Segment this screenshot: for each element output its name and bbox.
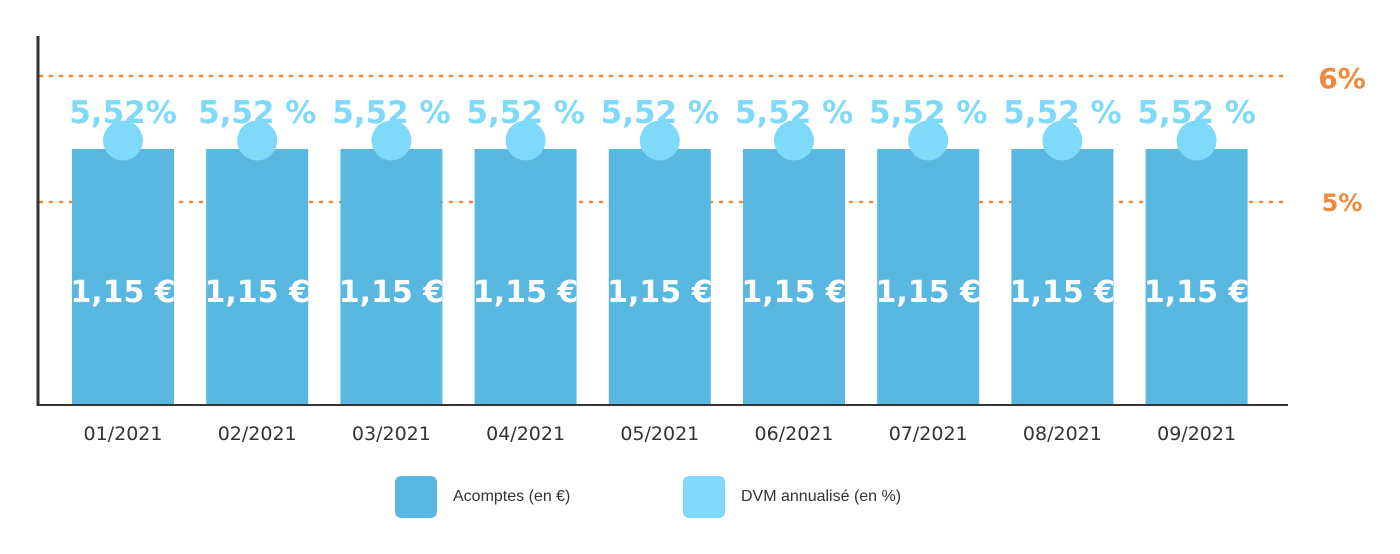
bar-value-label-5: 1,15 € <box>607 275 712 310</box>
legend-item-dvm[interactable]: DVM annualisé (en %) <box>683 475 901 519</box>
points-group <box>103 120 1217 161</box>
dvm-point-9 <box>1176 120 1217 161</box>
dvm-point-3 <box>371 120 412 161</box>
dvm-point-1 <box>103 120 143 161</box>
dvm-point-6 <box>774 120 814 161</box>
dvm-point-8 <box>1042 120 1083 161</box>
x-tick-label-8: 08/2021 <box>1023 423 1102 445</box>
bar-9 <box>1145 149 1248 404</box>
x-tick-label-3: 03/2021 <box>352 423 431 445</box>
bar-8 <box>1011 149 1114 404</box>
bar-1 <box>72 149 174 404</box>
x-tick-label-4: 04/2021 <box>486 423 565 445</box>
bar-3 <box>340 149 443 404</box>
bar-4 <box>474 149 577 404</box>
bar-2 <box>206 149 309 404</box>
reference-label-6pct: 6% <box>1318 62 1366 95</box>
bar-value-label-6: 1,15 € <box>741 275 846 310</box>
dvm-point-4 <box>505 120 546 161</box>
bar-7 <box>877 149 980 404</box>
dvm-point-7 <box>908 120 949 161</box>
bar-value-label-2: 1,15 € <box>205 275 310 310</box>
bar-chart: 6% 5% 5,52% 1,15 € 01/2021 5,52 % 1,15 € 02/20… <box>36 36 1366 445</box>
dvm-label-4: 5,52 % <box>466 95 584 131</box>
bar-value-label-8: 1,15 € <box>1010 275 1115 310</box>
x-tick-label-5: 05/2021 <box>620 423 699 445</box>
dvm-label-5: 5,52 % <box>601 95 719 131</box>
bar-value-label-1: 1,15 € <box>70 275 175 310</box>
legend-swatch-acomptes <box>395 476 437 518</box>
dvm-label-7: 5,52 % <box>869 95 987 131</box>
x-tick-label-6: 06/2021 <box>755 423 834 445</box>
dvm-point-2 <box>237 120 278 161</box>
bar-value-label-9: 1,15 € <box>1144 275 1249 310</box>
dvm-label-2: 5,52 % <box>198 95 316 131</box>
dvm-label-9: 5,52 % <box>1137 95 1255 131</box>
x-tick-label-1: 01/2021 <box>84 423 163 445</box>
bar-6 <box>743 149 845 404</box>
dvm-label-8: 5,52 % <box>1003 95 1121 131</box>
legend-item-acomptes[interactable]: Acomptes (en €) <box>395 475 570 519</box>
x-tick-label-7: 07/2021 <box>889 423 968 445</box>
dvm-label-6: 5,52 % <box>735 95 853 131</box>
labels-group: 5,52% 1,15 € 01/2021 5,52 % 1,15 € 02/2021 5,5… <box>69 95 1256 445</box>
legend: Acomptes (en €) DVM annualisé (en %) <box>0 475 1400 519</box>
dvm-label-1: 5,52% <box>69 95 177 131</box>
x-tick-label-2: 02/2021 <box>218 423 297 445</box>
reference-label-5pct: 5% <box>1322 189 1363 217</box>
legend-swatch-dvm <box>683 476 725 518</box>
dvm-label-3: 5,52 % <box>332 95 450 131</box>
dvm-point-5 <box>639 120 680 161</box>
bar-value-label-7: 1,15 € <box>876 275 981 310</box>
x-tick-label-9: 09/2021 <box>1157 423 1236 445</box>
bar-value-label-4: 1,15 € <box>473 275 578 310</box>
bar-value-label-3: 1,15 € <box>339 275 444 310</box>
bar-5 <box>608 149 711 404</box>
legend-label-dvm: DVM annualisé (en %) <box>741 488 902 505</box>
legend-label-acomptes: Acomptes (en €) <box>453 488 571 505</box>
bars-group <box>72 149 1248 404</box>
axes-group <box>36 36 1288 406</box>
